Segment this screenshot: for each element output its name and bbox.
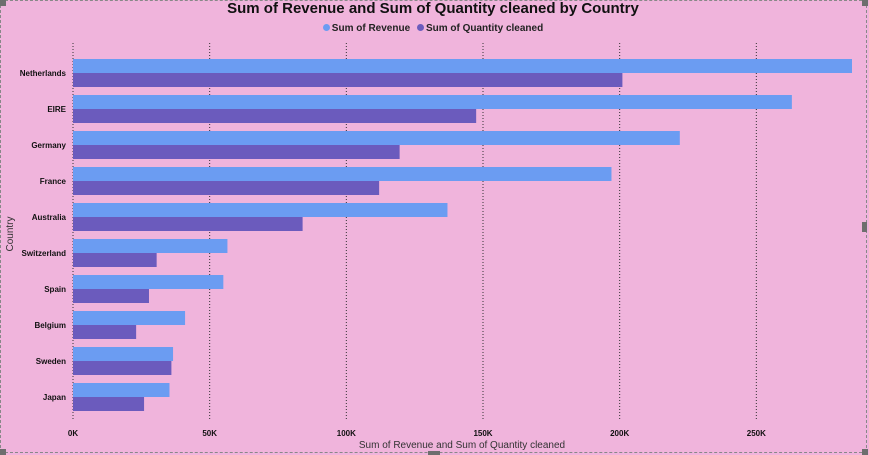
bar-quantity[interactable] — [73, 289, 149, 303]
bar-revenue[interactable] — [73, 203, 448, 217]
y-tick-label: Japan — [43, 393, 66, 402]
bar-quantity[interactable] — [73, 217, 303, 231]
legend-dot-quantity — [416, 24, 424, 31]
bar-quantity[interactable] — [73, 145, 400, 159]
legend-dot-revenue — [322, 24, 330, 31]
resize-handle-right[interactable] — [862, 222, 867, 232]
resize-handle-bottom[interactable] — [428, 451, 440, 455]
bar-revenue[interactable] — [73, 275, 224, 289]
y-tick-label: Belgium — [34, 321, 66, 330]
y-tick-label: Sweden — [36, 357, 66, 366]
bar-quantity[interactable] — [73, 181, 380, 195]
y-tick-label: France — [40, 177, 67, 186]
bar-revenue[interactable] — [73, 131, 680, 145]
bar-revenue[interactable] — [73, 167, 612, 181]
legend-label-quantity: Sum of Quantity cleaned — [425, 23, 544, 34]
bar-quantity[interactable] — [73, 361, 172, 375]
x-tick-label: 250K — [747, 429, 766, 438]
bar-revenue[interactable] — [73, 239, 228, 253]
bar-revenue[interactable] — [73, 95, 792, 109]
y-axis-title: Country — [5, 216, 16, 251]
legend-label-revenue: Sum of Revenue — [331, 23, 411, 34]
y-tick-label: Netherlands — [20, 69, 67, 78]
bar-quantity[interactable] — [73, 253, 157, 267]
bar-revenue[interactable] — [73, 383, 170, 397]
resize-handle-top-left[interactable] — [0, 0, 6, 6]
x-tick-label: 50K — [202, 429, 217, 438]
y-tick-label: Germany — [31, 141, 66, 150]
y-tick-label: Spain — [44, 285, 66, 294]
bars — [73, 59, 852, 411]
bar-quantity[interactable] — [73, 325, 137, 339]
x-tick-label: 0K — [68, 429, 78, 438]
legend-item-revenue[interactable]: Sum of Revenue — [322, 22, 411, 36]
x-tick-labels: 0K 50K 100K 150K 200K 250K — [68, 429, 766, 438]
x-tick-label: 100K — [337, 429, 356, 438]
bar-revenue[interactable] — [73, 311, 186, 325]
y-tick-label: EIRE — [47, 105, 66, 114]
y-tick-label: Australia — [32, 213, 67, 222]
bar-quantity[interactable] — [73, 109, 477, 123]
resize-handle-top-right[interactable] — [862, 0, 868, 6]
legend-item-quantity[interactable]: Sum of Quantity cleaned — [416, 22, 544, 36]
y-tick-labels: Netherlands EIRE Germany France Australia Swi… — [20, 69, 67, 402]
bar-revenue[interactable] — [73, 347, 174, 361]
resize-handle-bottom-left[interactable] — [0, 449, 6, 455]
bar-quantity[interactable] — [73, 73, 623, 87]
x-axis-title: Sum of Revenue and Sum of Quantity clean… — [359, 440, 565, 451]
bar-revenue[interactable] — [73, 59, 852, 73]
chart-legend: Sum of Revenue Sum of Quantity cleaned — [0, 22, 866, 36]
bar-quantity[interactable] — [73, 397, 145, 411]
x-tick-label: 150K — [473, 429, 492, 438]
x-tick-label: 200K — [610, 429, 629, 438]
resize-handle-bottom-right[interactable] — [862, 449, 868, 455]
y-tick-label: Switzerland — [22, 249, 67, 258]
chart-title: Sum of Revenue and Sum of Quantity clean… — [227, 0, 639, 17]
